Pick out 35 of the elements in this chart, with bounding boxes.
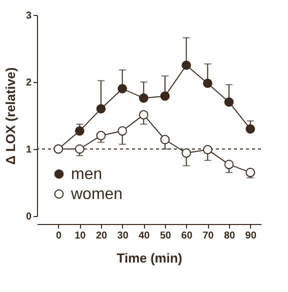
x-tick-label: 80 xyxy=(224,230,236,242)
point xyxy=(202,144,212,154)
x-tick-label: 90 xyxy=(245,230,257,242)
point xyxy=(246,124,256,134)
y-axis-title: Δ LOX (relative) xyxy=(2,67,18,165)
point xyxy=(182,148,192,158)
point xyxy=(224,97,234,107)
y-tick-label: 3 xyxy=(26,10,32,22)
point xyxy=(118,126,128,136)
x-tick-label: 30 xyxy=(117,230,129,242)
y-tick-label: 0 xyxy=(26,212,32,222)
point xyxy=(138,110,148,120)
point xyxy=(96,104,106,114)
point xyxy=(202,78,212,88)
x-tick-label: 0 xyxy=(56,230,62,242)
x-tick-label: 40 xyxy=(138,230,150,242)
point xyxy=(118,84,128,94)
x-tick-label: 10 xyxy=(74,230,86,242)
y-tick-label: 2 xyxy=(26,78,32,88)
legend-label: men xyxy=(71,166,102,183)
x-tick-label: 70 xyxy=(202,230,214,242)
point xyxy=(138,93,148,103)
legend-label: women xyxy=(70,186,123,203)
x-tick-label: 20 xyxy=(96,230,108,242)
point xyxy=(74,126,84,136)
point xyxy=(182,60,192,70)
point xyxy=(74,144,84,154)
point xyxy=(224,160,234,170)
x-axis-title: Time (min) xyxy=(116,250,182,266)
point xyxy=(160,134,170,144)
x-tick-label: 60 xyxy=(181,230,193,242)
x-tick-label: 50 xyxy=(160,230,172,242)
y-tick-label: 1 xyxy=(26,144,32,156)
point xyxy=(160,91,170,101)
point xyxy=(96,130,106,140)
